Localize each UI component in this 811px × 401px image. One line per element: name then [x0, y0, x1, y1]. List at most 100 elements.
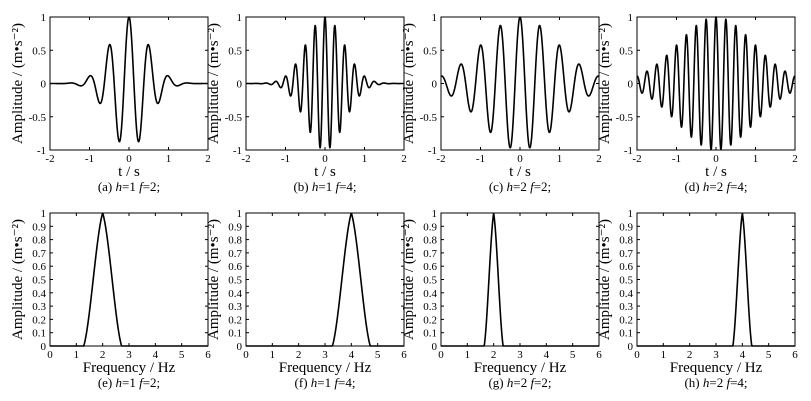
caption-var-h: h — [507, 375, 514, 390]
axes-frame — [440, 16, 600, 151]
y-tick-label: 0.1 — [423, 328, 437, 340]
caption-var-f: f — [334, 375, 340, 390]
y-tick-label: 0.2 — [423, 314, 437, 326]
y-tick-label: 0.6 — [619, 261, 633, 273]
x-tick-label: 1 — [270, 349, 276, 361]
y-tick-label: 0.4 — [228, 288, 242, 300]
caption-eq2: =2; — [534, 375, 551, 390]
caption-var-h: h — [507, 179, 514, 194]
y-tick-label: -0.5 — [225, 112, 243, 124]
y-tick-label: 0.5 — [228, 45, 242, 57]
x-tick-label: 2 — [792, 153, 798, 165]
x-tick-label: -2 — [436, 153, 445, 165]
series-line-f — [245, 212, 405, 347]
y-tick-label: 0.1 — [32, 328, 46, 340]
caption-var-f: f — [335, 179, 341, 194]
x-tick-label: 2 — [687, 349, 693, 361]
caption-prefix: (a) — [98, 179, 116, 194]
subplot-caption: (b) h=1 f=4; — [293, 179, 356, 194]
series-line-g — [440, 213, 600, 347]
y-tick-label: 0.5 — [32, 45, 46, 57]
caption-var-f: f — [139, 375, 145, 390]
y-tick-label: 0.1 — [228, 328, 242, 340]
y-tick-label: 0.3 — [228, 301, 242, 313]
x-tick-label: 0 — [322, 153, 328, 165]
y-tick-label: 0 — [628, 79, 634, 91]
y-axis-label: Amplitude / (m•s⁻²) — [206, 23, 222, 144]
caption-eq2: =2; — [143, 375, 160, 390]
axes-frame — [636, 212, 796, 347]
x-tick-label: 1 — [557, 153, 563, 165]
series-line-a — [49, 16, 209, 143]
caption-prefix: (f) — [295, 375, 311, 390]
x-tick-label: -1 — [85, 153, 94, 165]
y-tick-label: 0.5 — [619, 275, 633, 287]
caption-var-h: h — [703, 179, 710, 194]
x-tick-label: 0 — [438, 349, 444, 361]
subplot-caption: (a) h=1 f=2; — [98, 179, 160, 194]
y-tick-label: 0 — [237, 79, 243, 91]
caption-eq2: =4; — [730, 179, 747, 194]
y-tick-label: -1 — [624, 145, 633, 157]
caption-prefix: (c) — [489, 179, 507, 194]
caption-var-h: h — [703, 375, 710, 390]
subplot-f: 0 1 2 3 4 5 600.10.20.30.40.50.60.70.80.91Ampl… — [206, 208, 407, 390]
x-tick-label: 3 — [126, 349, 132, 361]
y-tick-label: 0 — [41, 79, 47, 91]
y-tick-label: 0.1 — [619, 328, 633, 340]
x-tick-label: 6 — [792, 349, 798, 361]
x-tick-label: 4 — [153, 349, 159, 361]
y-tick-label: 0.7 — [423, 248, 437, 260]
y-tick-label: 0.8 — [228, 235, 242, 247]
y-tick-label: 0 — [432, 341, 438, 353]
caption-var-f: f — [726, 375, 732, 390]
subplot-caption: (f) h=1 f=4; — [295, 375, 356, 390]
y-tick-label: 0.3 — [32, 301, 46, 313]
y-tick-label: 0 — [237, 341, 243, 353]
y-tick-label: 0.5 — [619, 45, 633, 57]
y-tick-label: 0.9 — [228, 221, 242, 233]
y-tick-label: 0.2 — [619, 314, 633, 326]
y-tick-label: 0.7 — [228, 248, 242, 260]
y-tick-label: 0.9 — [423, 221, 437, 233]
x-tick-label: -1 — [672, 153, 681, 165]
subplot-caption: (g) h=2 f=2; — [488, 375, 551, 390]
x-tick-label: 1 — [74, 349, 80, 361]
y-axis-label: Amplitude / (m•s⁻²) — [10, 23, 26, 144]
y-tick-label: 0.8 — [423, 235, 437, 247]
axes-frame — [636, 16, 796, 151]
x-tick-label: 2 — [100, 349, 106, 361]
subplot-g: 0 1 2 3 4 5 600.10.20.30.40.50.60.70.80.91Ampl… — [401, 208, 602, 390]
y-axis-label: Amplitude / (m•s⁻²) — [597, 23, 613, 144]
y-tick-label: 0 — [628, 341, 634, 353]
x-tick-label: 1 — [661, 349, 667, 361]
x-tick-label: 1 — [362, 153, 368, 165]
x-tick-label: 1 — [465, 349, 471, 361]
x-tick-label: 2 — [205, 153, 211, 165]
subplot-caption: (c) h=2 f=2; — [489, 179, 551, 194]
caption-eq1: =1 — [317, 375, 334, 390]
y-axis-label: Amplitude / (m•s⁻²) — [206, 219, 222, 340]
x-axis-label: t / s — [118, 164, 140, 180]
y-axis-label: Amplitude / (m•s⁻²) — [10, 219, 26, 340]
x-axis-label: Frequency / Hz — [670, 360, 763, 376]
x-axis-label: Frequency / Hz — [474, 360, 567, 376]
caption-eq2: =4; — [730, 375, 747, 390]
y-tick-label: 0.9 — [32, 221, 46, 233]
y-tick-label: 0.4 — [32, 288, 46, 300]
caption-prefix: (b) — [293, 179, 311, 194]
x-axis-label: Frequency / Hz — [279, 360, 372, 376]
y-axis-label: Amplitude / (m•s⁻²) — [597, 219, 613, 340]
subplot-caption: (d) h=2 f=4; — [684, 179, 747, 194]
x-tick-label: 6 — [596, 349, 602, 361]
x-tick-label: -1 — [281, 153, 290, 165]
y-tick-label: 0.6 — [423, 261, 437, 273]
y-tick-label: 0.2 — [32, 314, 46, 326]
series-line-h — [636, 213, 796, 347]
x-tick-label: 4 — [544, 349, 550, 361]
y-tick-label: 0.7 — [619, 248, 633, 260]
caption-eq1: =1 — [122, 375, 139, 390]
axes-frame — [245, 212, 405, 347]
